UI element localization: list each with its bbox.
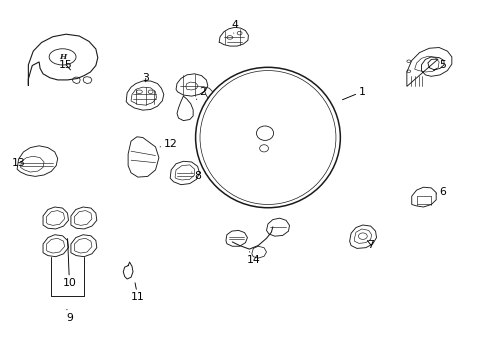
Ellipse shape <box>195 67 340 208</box>
Text: 3: 3 <box>142 73 149 84</box>
Text: 1: 1 <box>342 87 365 100</box>
Text: 8: 8 <box>191 171 201 181</box>
Text: 15: 15 <box>59 60 73 70</box>
Text: 13: 13 <box>12 158 25 168</box>
Text: 9: 9 <box>66 309 73 323</box>
Text: 14: 14 <box>246 252 260 265</box>
Text: 11: 11 <box>131 283 144 302</box>
Text: 10: 10 <box>62 239 76 288</box>
Text: 7: 7 <box>366 240 373 250</box>
Text: 2: 2 <box>196 87 206 99</box>
Text: 5: 5 <box>433 60 445 71</box>
Text: 6: 6 <box>435 186 445 197</box>
Text: 12: 12 <box>160 139 177 149</box>
Text: 4: 4 <box>231 20 238 33</box>
Text: H: H <box>59 53 66 61</box>
